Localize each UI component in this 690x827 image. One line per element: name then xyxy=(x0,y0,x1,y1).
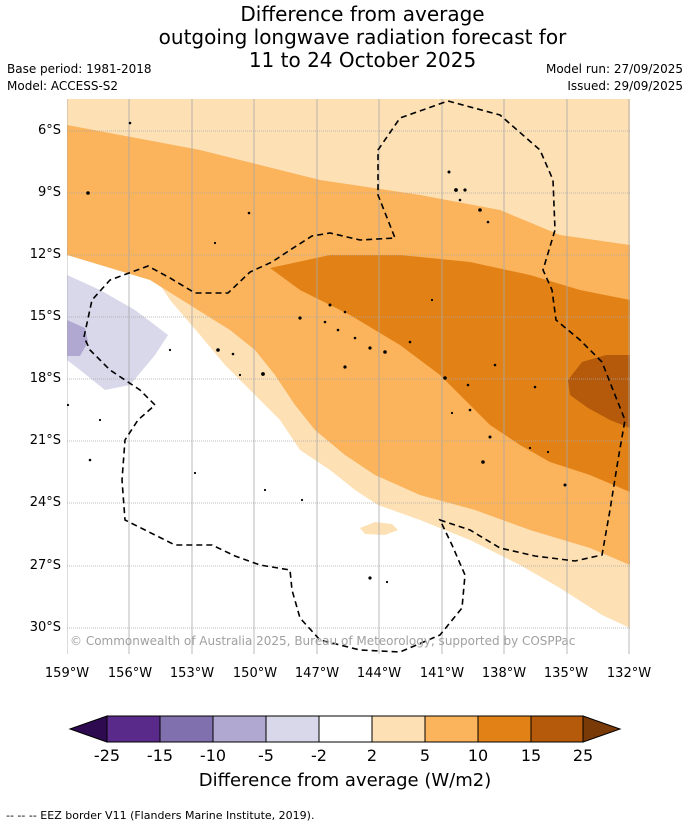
islands xyxy=(67,121,567,584)
colorbar-segment xyxy=(212,715,267,743)
eez-border xyxy=(83,100,626,653)
y-tick-label: 30°S xyxy=(29,620,61,635)
base-period: Base period: 1981-2018 xyxy=(7,62,152,76)
y-tick-label: 21°S xyxy=(29,433,61,448)
x-tick-label: 144°W xyxy=(356,666,402,681)
anomaly-band-neg-5-10 xyxy=(67,320,88,356)
model-name: Model: ACCESS-S2 xyxy=(7,79,119,93)
colorbar-segment xyxy=(530,715,584,743)
title-line-3: 11 to 24 October 2025 xyxy=(248,48,477,72)
x-tick-label: 135°W xyxy=(543,666,589,681)
anomaly-band-10-15 xyxy=(270,255,630,492)
y-tick-label: 15°S xyxy=(29,309,61,324)
colorbar-segment xyxy=(106,715,161,743)
anomaly-band-5-10 xyxy=(67,125,630,565)
title-line-2: outgoing longwave radiation forecast for xyxy=(158,25,567,49)
eez-legend-note: -- -- -- EEZ border V11 (Flanders Marine… xyxy=(6,809,315,822)
title-line-1: Difference from average xyxy=(240,2,485,26)
y-tick-label: 6°S xyxy=(37,123,61,138)
issued-date: Issued: 29/09/2025 xyxy=(567,79,683,93)
colorbar-segment xyxy=(318,715,373,743)
y-tick-label: 9°S xyxy=(37,185,61,200)
colorbar-tick-label: -25 xyxy=(93,746,121,765)
x-tick-label: 132°W xyxy=(606,666,652,681)
x-tick-label: 147°W xyxy=(294,666,340,681)
colorbar-tick-label: 10 xyxy=(467,746,489,765)
map-panel xyxy=(67,99,630,654)
y-tick-label: 24°S xyxy=(29,495,61,510)
colorbar-segment xyxy=(582,715,622,743)
colorbar-tick-label: -2 xyxy=(311,746,327,765)
colorbar-tick-label: 5 xyxy=(419,746,431,765)
colorbar-segment xyxy=(265,715,320,743)
colorbar-segment xyxy=(424,715,479,743)
copyright-notice: © Commonwealth of Australia 2025, Bureau… xyxy=(70,634,576,648)
y-tick-label: 27°S xyxy=(29,558,61,573)
colorbar-title: Difference from average (W/m2) xyxy=(198,770,492,791)
x-tick-label: 141°W xyxy=(419,666,465,681)
anomaly-band-15-25 xyxy=(568,355,630,428)
colorbar-tick-label: -10 xyxy=(199,746,227,765)
x-tick-label: 156°W xyxy=(107,666,153,681)
colorbar-tick-label: 15 xyxy=(520,746,542,765)
colorbar-segment xyxy=(159,715,214,743)
colorbar-segment xyxy=(477,715,532,743)
y-tick-label: 18°S xyxy=(29,371,61,386)
anomaly-band-neg-2-5 xyxy=(67,275,168,390)
model-run: Model run: 27/09/2025 xyxy=(545,62,683,76)
x-tick-label: 150°W xyxy=(232,666,278,681)
x-tick-label: 153°W xyxy=(169,666,215,681)
colorbar-tick-label: 25 xyxy=(572,746,594,765)
graticule xyxy=(67,99,630,654)
colorbar-tick-label: -5 xyxy=(258,746,274,765)
colorbar-tick-label: 2 xyxy=(366,746,378,765)
x-tick-label: 159°W xyxy=(44,666,90,681)
colorbar-segment xyxy=(371,715,426,743)
x-tick-label: 138°W xyxy=(481,666,527,681)
colorbar xyxy=(68,715,622,743)
colorbar-segment xyxy=(68,715,108,743)
colorbar-tick-label: -15 xyxy=(146,746,174,765)
y-tick-label: 12°S xyxy=(29,247,61,262)
